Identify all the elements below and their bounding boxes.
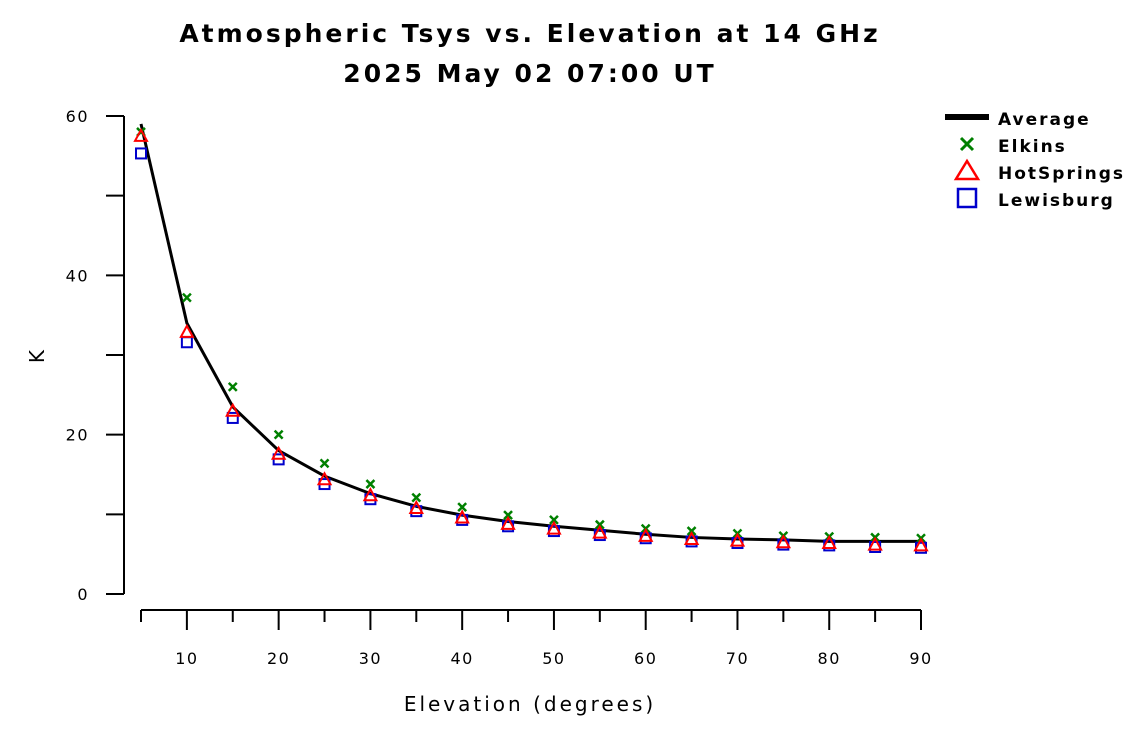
lewisburg-point — [226, 411, 239, 424]
legend-x-swatch — [959, 136, 975, 152]
hotsprings-point — [775, 534, 792, 549]
hotsprings-point — [729, 532, 746, 547]
legend-square-swatch — [956, 187, 978, 209]
elkins-point — [457, 502, 468, 513]
x-ticks: 10 20 30 40 50 60 70 80 90 — [140, 610, 932, 668]
hotsprings-point — [592, 524, 608, 539]
hotsprings-point — [408, 499, 424, 514]
x-axis: 10 20 30 40 50 60 70 80 90 — [140, 609, 932, 668]
lewisburg-point — [135, 147, 147, 160]
y-axis: 0 20 40 60 — [66, 107, 125, 604]
x-tick-label: 80 — [818, 649, 841, 668]
series-elkins — [136, 127, 926, 544]
hotsprings-point — [546, 520, 562, 535]
x-tick-label: 10 — [175, 649, 198, 668]
hotsprings-point — [913, 537, 929, 552]
legend-item-average: Average — [945, 110, 1091, 130]
elkins-point — [181, 292, 192, 303]
y-axis-label: K — [25, 347, 49, 363]
legend-label: Average — [998, 110, 1091, 130]
chart-title: Atmospheric Tsys vs. Elevation at 14 GHz — [179, 19, 880, 48]
legend-item-lewisburg: Lewisburg — [956, 187, 1115, 211]
x-tick-label: 60 — [634, 649, 657, 668]
legend-label: Lewisburg — [998, 191, 1115, 211]
hotsprings-point — [454, 509, 470, 524]
hotsprings-point — [270, 445, 287, 460]
elkins-point — [365, 479, 376, 489]
hotsprings-point — [316, 471, 333, 486]
legend-triangle-swatch — [953, 158, 981, 181]
elkins-point — [549, 515, 559, 525]
chart-subtitle: 2025 May 02 07:00 UT — [343, 59, 716, 88]
series-average — [139, 123, 921, 543]
x-axis-label: Elevation (degrees) — [404, 692, 656, 716]
series-hotsprings — [133, 127, 929, 552]
x-tick-label: 30 — [359, 649, 382, 668]
y-tick-label: 40 — [66, 266, 89, 285]
elkins-point — [503, 510, 513, 521]
y-tick-label: 20 — [66, 426, 89, 445]
elkins-point — [273, 429, 284, 440]
y-tick-label: 0 — [77, 585, 89, 604]
legend-item-elkins: Elkins — [959, 136, 1067, 157]
hotsprings-point — [638, 527, 654, 542]
legend-label: Elkins — [998, 137, 1067, 157]
legend: Average Elkins HotSprings Lewisburg — [945, 110, 1125, 211]
y-tick-label: 60 — [66, 107, 89, 126]
x-tick-label: 40 — [450, 649, 473, 668]
x-tick-label: 90 — [909, 649, 932, 668]
hotsprings-point — [225, 402, 241, 417]
hotsprings-point — [133, 127, 149, 142]
x-tick-label: 20 — [267, 649, 290, 668]
elkins-point — [411, 492, 422, 503]
legend-label: HotSprings — [998, 164, 1125, 184]
hotsprings-point — [821, 534, 837, 550]
legend-item-hotsprings: HotSprings — [953, 158, 1125, 184]
lewisburg-point — [180, 336, 193, 349]
elkins-point — [319, 458, 330, 469]
series-lewisburg — [135, 147, 927, 554]
average-line — [139, 123, 921, 543]
plot-area — [133, 123, 929, 554]
hotsprings-point — [683, 530, 700, 546]
hotsprings-point — [867, 536, 883, 551]
hotsprings-point — [179, 323, 195, 338]
x-tick-label: 50 — [542, 649, 565, 668]
hotsprings-point — [500, 515, 516, 530]
y-ticks: 0 20 40 60 — [66, 107, 124, 604]
elkins-point — [227, 381, 238, 392]
x-tick-label: 70 — [726, 649, 749, 668]
hotsprings-point — [362, 487, 379, 502]
